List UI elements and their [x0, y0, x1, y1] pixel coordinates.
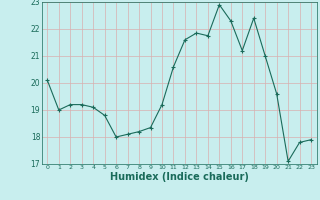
- X-axis label: Humidex (Indice chaleur): Humidex (Indice chaleur): [110, 172, 249, 182]
